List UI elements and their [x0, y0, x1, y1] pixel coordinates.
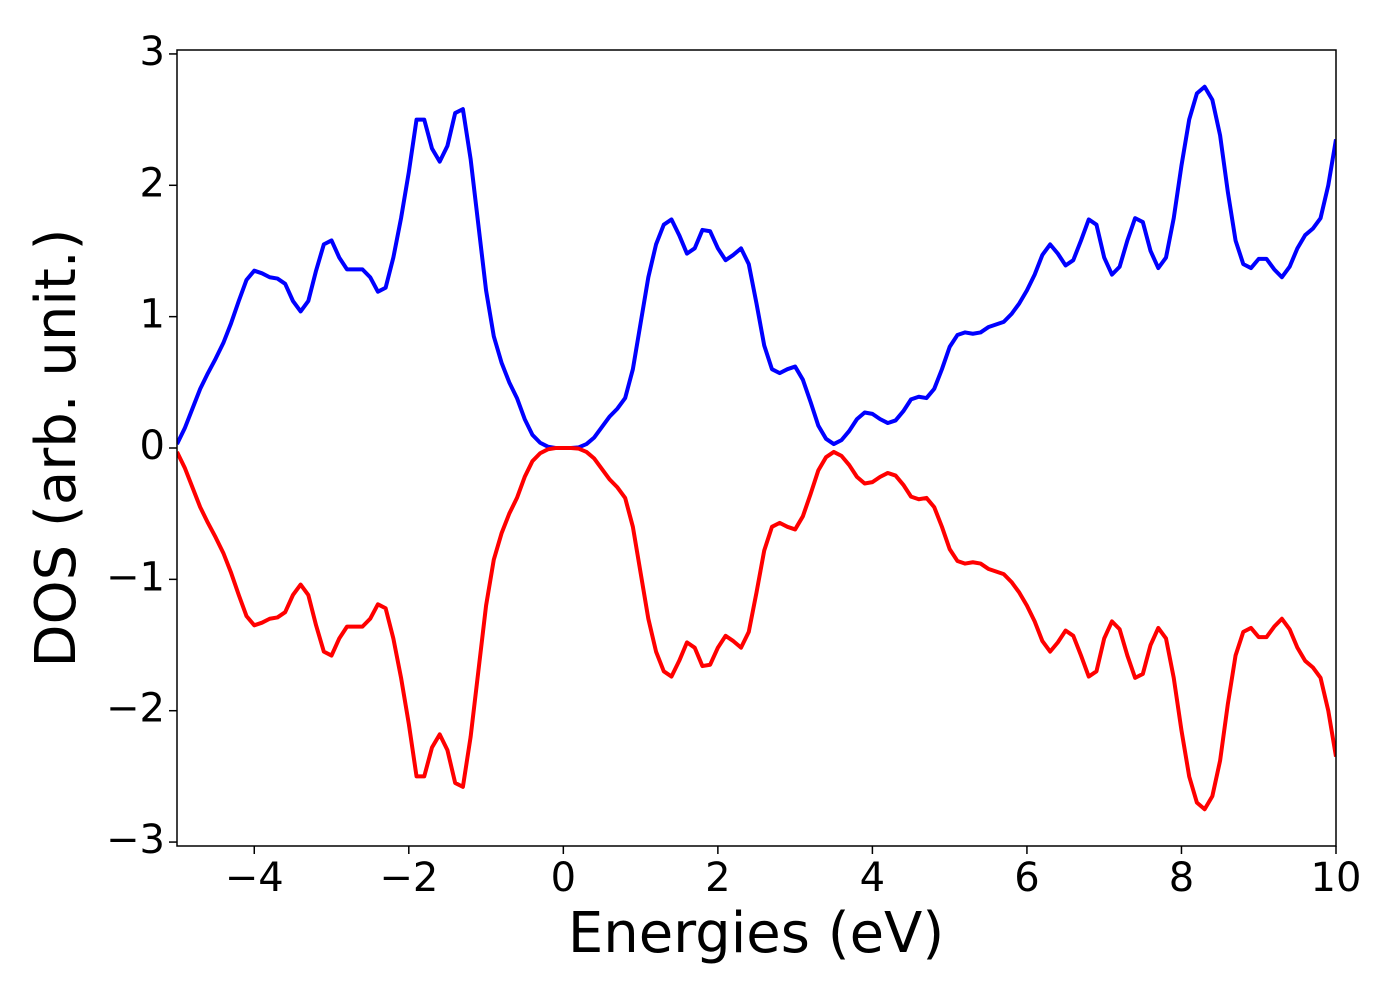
x-tick-label: 0	[551, 855, 576, 901]
y-tick-label: −3	[106, 817, 165, 863]
y-tick-label: 3	[140, 29, 165, 75]
y-tick-label: 2	[140, 160, 165, 206]
y-tick-label: −1	[106, 554, 165, 600]
line	[177, 84, 1336, 450]
y-tick-label: −2	[106, 686, 165, 732]
x-tick-label: 6	[1014, 855, 1039, 901]
y-axis-label: DOS (arb. unit.)	[24, 228, 89, 667]
x-tick-label: −2	[379, 855, 438, 901]
line	[177, 446, 1336, 812]
x-tick-label: 2	[705, 855, 730, 901]
y-tick-label: 0	[140, 423, 165, 469]
y-tick-label: 1	[140, 292, 165, 338]
plot-frame	[176, 49, 1337, 847]
x-tick-label: 8	[1169, 855, 1194, 901]
x-tick-label: 10	[1311, 855, 1362, 901]
x-tick-label: 4	[860, 855, 885, 901]
x-axis-label: Energies (eV)	[568, 901, 944, 966]
x-tick-label: −4	[225, 855, 284, 901]
